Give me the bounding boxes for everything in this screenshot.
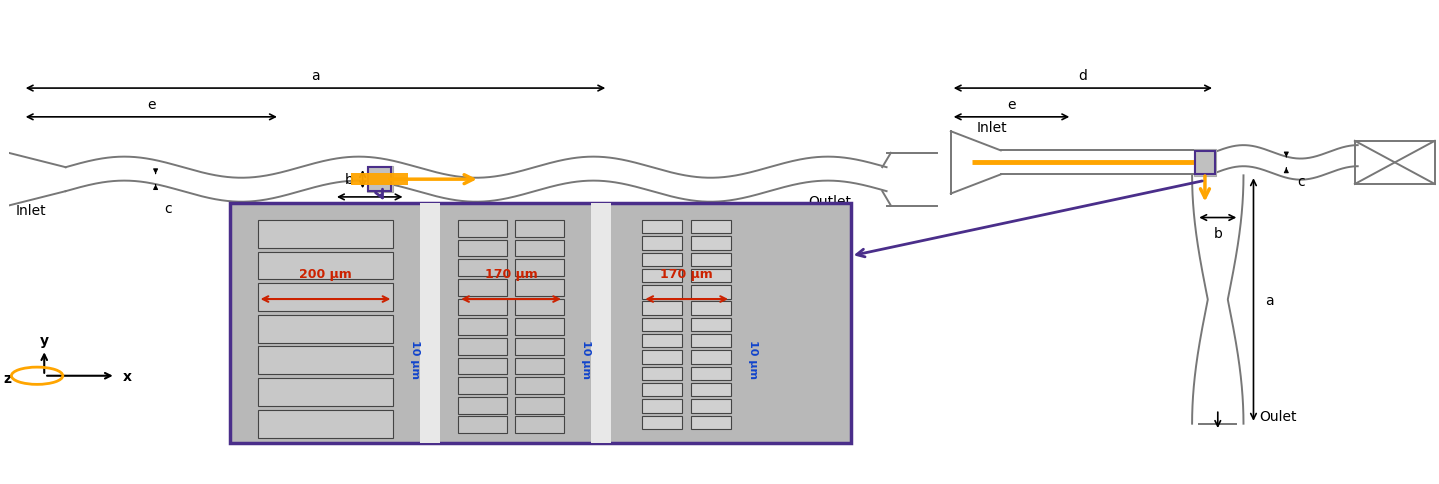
Bar: [258, 252, 393, 280]
Bar: [691, 367, 731, 380]
Bar: [642, 383, 682, 396]
Bar: [230, 204, 850, 443]
Bar: [642, 350, 682, 364]
Bar: [691, 318, 731, 332]
Bar: [691, 383, 731, 396]
Bar: [515, 299, 564, 316]
Bar: [642, 302, 682, 315]
Bar: [258, 410, 393, 438]
Text: x: x: [122, 369, 132, 383]
Bar: [368, 168, 391, 192]
Text: c: c: [164, 201, 171, 215]
Bar: [1194, 151, 1215, 175]
Bar: [458, 318, 507, 335]
Text: e: e: [1007, 98, 1016, 112]
Text: Outlet: Outlet: [809, 194, 850, 208]
Bar: [515, 279, 564, 296]
Text: y: y: [40, 333, 49, 347]
Text: 170 μm: 170 μm: [661, 267, 714, 280]
Bar: [458, 299, 507, 316]
Bar: [642, 286, 682, 299]
Text: c: c: [1298, 175, 1305, 189]
Bar: [515, 221, 564, 237]
Bar: [515, 397, 564, 414]
Bar: [642, 221, 682, 234]
Bar: [420, 204, 440, 443]
Bar: [642, 269, 682, 283]
Text: 170 μm: 170 μm: [485, 267, 537, 280]
Bar: [515, 378, 564, 394]
Bar: [642, 237, 682, 250]
Bar: [1356, 141, 1435, 184]
Bar: [691, 269, 731, 283]
Bar: [458, 378, 507, 394]
Bar: [642, 416, 682, 429]
Bar: [691, 334, 731, 348]
Text: Inlet: Inlet: [16, 204, 46, 218]
Bar: [458, 260, 507, 276]
Text: 200 μm: 200 μm: [299, 267, 353, 280]
Bar: [258, 315, 393, 343]
Bar: [515, 240, 564, 257]
Text: z: z: [3, 371, 12, 385]
Bar: [458, 358, 507, 375]
Text: 10 μm: 10 μm: [581, 340, 591, 378]
Text: a: a: [1265, 293, 1274, 307]
Text: b: b: [345, 173, 354, 187]
Bar: [691, 350, 731, 364]
Bar: [691, 253, 731, 266]
Bar: [515, 338, 564, 355]
Bar: [515, 417, 564, 433]
Bar: [458, 417, 507, 433]
Bar: [591, 204, 612, 443]
Text: 10 μm: 10 μm: [410, 340, 420, 378]
Bar: [258, 284, 393, 311]
Bar: [691, 399, 731, 413]
Bar: [691, 221, 731, 234]
Text: d: d: [1078, 69, 1088, 83]
Bar: [351, 174, 409, 185]
Bar: [458, 338, 507, 355]
Text: Oulet: Oulet: [1259, 409, 1297, 424]
Text: f: f: [367, 203, 373, 217]
Text: 10 μm: 10 μm: [748, 340, 758, 378]
Bar: [642, 318, 682, 332]
Bar: [515, 260, 564, 276]
Bar: [691, 237, 731, 250]
Bar: [458, 240, 507, 257]
Bar: [258, 347, 393, 375]
Bar: [458, 279, 507, 296]
Bar: [691, 416, 731, 429]
Bar: [367, 166, 393, 193]
Bar: [691, 286, 731, 299]
Text: b: b: [1213, 227, 1222, 241]
Bar: [642, 399, 682, 413]
Bar: [642, 253, 682, 266]
Bar: [691, 302, 731, 315]
Bar: [258, 221, 393, 248]
Text: Inlet: Inlet: [977, 121, 1007, 135]
Bar: [258, 378, 393, 406]
Bar: [642, 334, 682, 348]
Text: e: e: [147, 98, 155, 112]
Bar: [642, 367, 682, 380]
Bar: [515, 318, 564, 335]
Text: a: a: [311, 69, 319, 83]
Bar: [515, 358, 564, 375]
Bar: [1193, 150, 1216, 176]
Bar: [458, 221, 507, 237]
Bar: [458, 397, 507, 414]
